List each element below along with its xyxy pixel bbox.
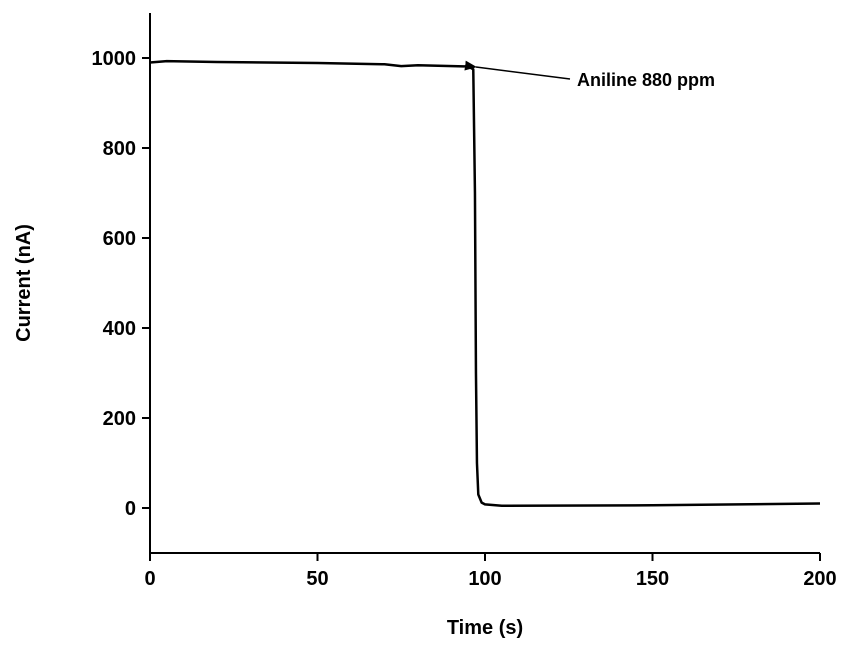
data-line <box>149 59 821 507</box>
x-axis-title: Time (s) <box>447 617 523 639</box>
x-tick-label: 150 <box>636 568 669 590</box>
x-tick-label: 0 <box>144 568 155 590</box>
x-tick-label: 100 <box>468 568 501 590</box>
y-tick-label: 1000 <box>92 48 137 70</box>
x-tick-label: 200 <box>803 568 836 590</box>
y-tick-label: 600 <box>103 228 136 250</box>
annotation-arrow <box>464 60 571 80</box>
x-tick-label: 50 <box>306 568 328 590</box>
y-tick-label: 800 <box>103 138 136 160</box>
y-tick-label: 0 <box>125 498 136 520</box>
annotation: Aniline 880 ppm <box>577 70 715 90</box>
y-axis-title: Current (nA) <box>13 224 35 342</box>
y-tick-label: 200 <box>103 408 136 430</box>
y-tick-label: 400 <box>103 318 136 340</box>
